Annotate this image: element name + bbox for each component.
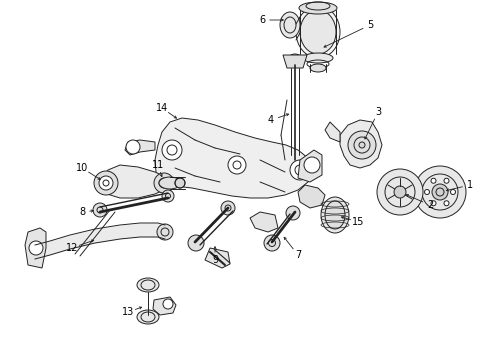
Polygon shape: [298, 150, 322, 182]
Text: 14: 14: [156, 103, 168, 113]
Text: 6: 6: [259, 15, 265, 25]
Ellipse shape: [321, 197, 349, 233]
Ellipse shape: [159, 177, 181, 189]
Circle shape: [221, 201, 235, 215]
Text: 1: 1: [467, 180, 473, 190]
Circle shape: [304, 157, 320, 173]
Circle shape: [29, 241, 43, 255]
Ellipse shape: [310, 64, 326, 72]
Circle shape: [431, 178, 436, 183]
Ellipse shape: [175, 178, 185, 188]
Circle shape: [348, 131, 376, 159]
Text: 10: 10: [76, 163, 88, 173]
Circle shape: [188, 235, 204, 251]
Text: 11: 11: [152, 160, 164, 170]
Text: 8: 8: [79, 207, 85, 217]
Ellipse shape: [303, 53, 333, 63]
Text: 3: 3: [375, 107, 381, 117]
Polygon shape: [283, 55, 307, 68]
Polygon shape: [298, 185, 325, 208]
Circle shape: [290, 160, 310, 180]
Circle shape: [94, 171, 118, 195]
Circle shape: [377, 169, 423, 215]
Ellipse shape: [296, 6, 340, 58]
Circle shape: [126, 140, 140, 154]
Circle shape: [424, 189, 430, 194]
Circle shape: [359, 142, 365, 148]
Ellipse shape: [137, 310, 159, 324]
Text: 7: 7: [295, 250, 301, 260]
Ellipse shape: [286, 57, 304, 67]
Ellipse shape: [300, 10, 336, 54]
Circle shape: [286, 206, 300, 220]
Circle shape: [432, 184, 448, 200]
Text: 4: 4: [268, 115, 274, 125]
Text: 5: 5: [367, 20, 373, 30]
Text: 13: 13: [122, 307, 134, 317]
Circle shape: [162, 140, 182, 160]
Circle shape: [157, 224, 173, 240]
Polygon shape: [205, 248, 230, 268]
Circle shape: [264, 235, 280, 251]
Text: 2: 2: [427, 200, 433, 210]
Circle shape: [162, 190, 174, 202]
Circle shape: [394, 186, 406, 198]
Text: 15: 15: [352, 217, 364, 227]
Circle shape: [450, 189, 456, 194]
Circle shape: [99, 176, 113, 190]
Circle shape: [444, 178, 449, 183]
Circle shape: [163, 299, 173, 309]
Polygon shape: [25, 228, 46, 268]
Ellipse shape: [299, 2, 337, 14]
Polygon shape: [153, 297, 176, 315]
Polygon shape: [125, 140, 155, 155]
Circle shape: [414, 166, 466, 218]
Ellipse shape: [325, 201, 345, 229]
Polygon shape: [155, 118, 312, 198]
Ellipse shape: [280, 12, 300, 38]
Circle shape: [93, 203, 107, 217]
Circle shape: [154, 173, 174, 193]
Text: 9: 9: [212, 255, 218, 265]
Circle shape: [431, 201, 436, 206]
Circle shape: [228, 156, 246, 174]
Text: 12: 12: [66, 243, 78, 253]
Polygon shape: [100, 165, 168, 198]
Polygon shape: [325, 122, 340, 142]
Ellipse shape: [137, 278, 159, 292]
Polygon shape: [340, 120, 382, 168]
Ellipse shape: [289, 54, 301, 62]
Ellipse shape: [288, 158, 302, 166]
Circle shape: [444, 201, 449, 206]
Polygon shape: [250, 212, 278, 232]
